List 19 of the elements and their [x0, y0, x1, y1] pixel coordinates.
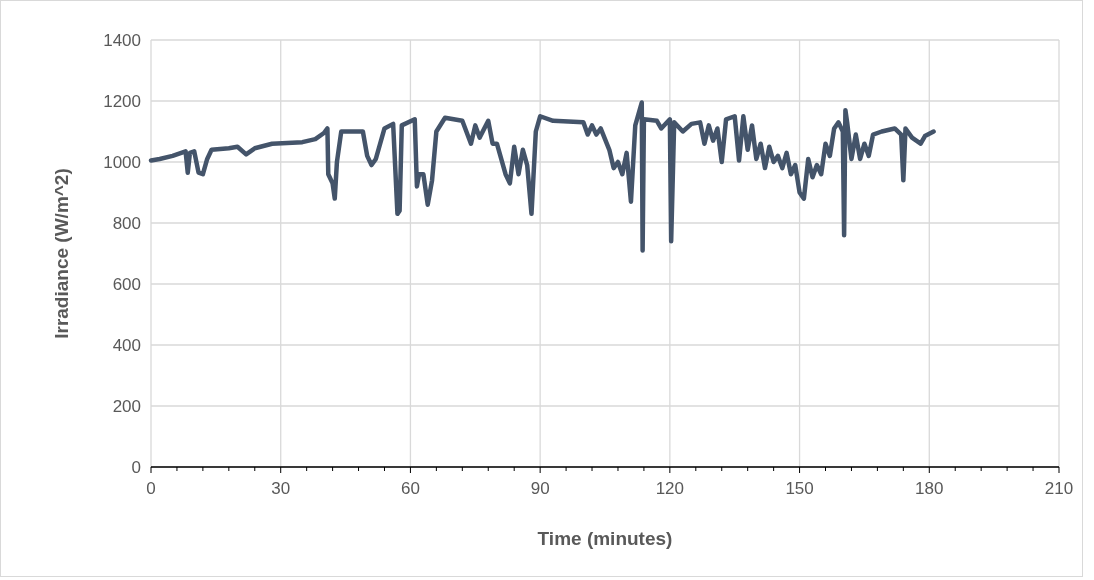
x-tick-label: 180: [915, 479, 944, 498]
x-tick-label: 0: [146, 479, 156, 498]
y-axis-title: Irradiance (W/m^2): [51, 168, 72, 339]
x-tick-label: 210: [1044, 479, 1074, 498]
x-tick-label: 30: [271, 479, 291, 498]
y-tick-label: 1200: [103, 92, 141, 111]
y-tick-label: 1000: [103, 153, 141, 172]
y-tick-label: 1400: [103, 31, 141, 50]
y-tick-label: 0: [131, 458, 141, 477]
y-tick-label: 200: [112, 397, 141, 416]
x-tick-label: 90: [530, 479, 550, 498]
x-tick-label: 150: [785, 479, 814, 498]
y-tick-label: 800: [112, 214, 141, 233]
x-axis-title: Time (minutes): [537, 528, 673, 549]
y-tick-label: 600: [112, 275, 141, 294]
y-tick-label: 400: [112, 336, 141, 355]
x-tick-label: 60: [400, 479, 420, 498]
line-series: [148, 100, 936, 253]
x-tick-label: 120: [655, 479, 685, 498]
